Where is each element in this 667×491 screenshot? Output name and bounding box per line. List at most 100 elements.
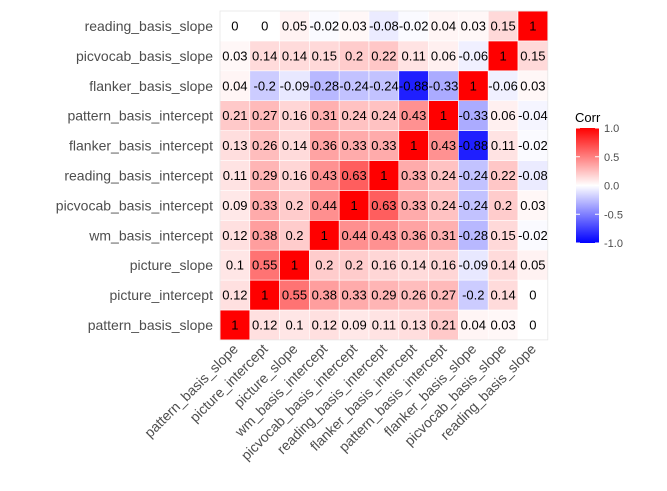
cell-value-label: 0.06	[490, 108, 515, 123]
cell-value-label: -0.88	[399, 78, 429, 93]
cell-value-label: 0.38	[312, 288, 337, 303]
heatmap-cell-flanker_basis_slope-flanker_basis_intercept	[398, 70, 429, 102]
cell-value-label: -0.09	[458, 258, 488, 273]
heatmap-cell-reading_basis_intercept-flanker_basis_intercept	[398, 160, 429, 191]
heatmap-cell-pattern_basis_intercept-wm_basis_intercept	[309, 100, 340, 131]
y-tick-label-picvocab_basis_intercept: picvocab_basis_intercept	[56, 197, 213, 213]
cell-value-label: 0.14	[401, 258, 426, 273]
heatmap-cell-reading_basis_slope-reading_basis_intercept	[368, 10, 400, 42]
heatmap-cell-wm_basis_intercept-picvocab_basis_intercept	[338, 220, 370, 251]
y-tick-label-wm_basis_intercept: wm_basis_intercept	[88, 227, 213, 243]
heatmap-cell-pattern_basis_intercept-pattern_basis_intercept	[428, 100, 459, 131]
color-legend: Corr 1.0 0.5 0.0 -0.5 -1.0	[575, 110, 623, 250]
cell-value-label: 0.11	[372, 317, 396, 332]
cell-value-label: 0.2	[345, 48, 363, 63]
cell-value-label: 0.16	[282, 168, 307, 183]
cell-value-label: 0.33	[341, 138, 366, 153]
heatmap-cell-reading_basis_intercept-picvocab_basis_intercept	[338, 160, 370, 191]
cell-value-label: 0.09	[341, 317, 366, 332]
cell-value-label: 0.33	[252, 198, 277, 213]
heatmap-cell-pattern_basis_slope-picvocab_basis_slope	[487, 309, 519, 341]
heatmap-cell-reading_basis_slope-reading_basis_slope	[517, 10, 549, 42]
cell-value-label: 0.33	[371, 138, 396, 153]
cell-value-label: -0.24	[458, 168, 488, 183]
y-tick-label-flanker_basis_intercept: flanker_basis_intercept	[69, 138, 213, 154]
cell-value-label: 0.55	[282, 288, 307, 303]
y-tick-label-reading_basis_intercept: reading_basis_intercept	[64, 167, 213, 183]
cell-value-label: 0.24	[371, 108, 396, 123]
cell-value-label: 0.36	[312, 138, 337, 153]
cell-value-label: 0.2	[285, 228, 303, 243]
heatmap-cell-flanker_basis_intercept-flanker_basis_slope	[458, 130, 489, 161]
heatmap-cell-picvocab_basis_slope-pattern_basis_intercept	[428, 40, 459, 72]
cell-value-label: 0.12	[252, 317, 277, 332]
cell-value-label: 0.43	[371, 228, 396, 243]
cell-value-label: -0.2	[253, 78, 275, 93]
heatmap-cell-pattern_basis_intercept-reading_basis_slope	[517, 100, 549, 131]
cell-value-label: -0.04	[518, 108, 548, 123]
cell-value-label: -0.02	[518, 228, 548, 243]
cell-value-label: 0.03	[520, 198, 545, 213]
cell-value-label: 0.44	[312, 198, 337, 213]
cell-value-label: 0.21	[431, 317, 456, 332]
heatmap-cell-flanker_basis_slope-pattern_basis_intercept	[428, 70, 459, 102]
heatmap-cell-picvocab_basis_intercept-flanker_basis_slope	[458, 190, 489, 221]
legend-tick-label: -0.5	[604, 209, 623, 221]
heatmap-cell-reading_basis_slope-pattern_basis_intercept	[428, 10, 459, 42]
cell-value-label: 0.21	[222, 108, 247, 123]
heatmap-cell-pattern_basis_intercept-flanker_basis_intercept	[398, 100, 429, 131]
cell-value-label: 0.11	[223, 168, 247, 183]
cell-value-label: 0.38	[252, 228, 277, 243]
heatmap-cell-picvocab_basis_slope-flanker_basis_slope	[458, 40, 489, 72]
heatmap-cell-picvocab_basis_slope-picture_slope	[279, 40, 310, 72]
cell-value-label: 1	[261, 288, 268, 303]
cell-value-label: 0.03	[222, 48, 247, 63]
heatmap-cell-flanker_basis_slope-reading_basis_intercept	[368, 70, 400, 102]
heatmap-cell-pattern_basis_intercept-reading_basis_intercept	[368, 100, 400, 131]
cell-value-label: 0.13	[222, 138, 247, 153]
cell-value-label: -0.02	[399, 18, 429, 33]
heatmap-cell-reading_basis_slope-picvocab_basis_slope	[487, 10, 519, 42]
heatmap-cell-wm_basis_intercept-picture_slope	[279, 220, 310, 251]
heatmap-cell-pattern_basis_slope-pattern_basis_slope	[219, 309, 251, 341]
cell-value-label: 0.29	[252, 168, 277, 183]
cell-value-label: 0.12	[222, 288, 247, 303]
heatmap-cell-reading_basis_intercept-reading_basis_slope	[517, 160, 549, 191]
heatmap-cell-flanker_basis_slope-flanker_basis_slope	[458, 70, 489, 102]
y-axis-tick-labels: pattern_basis_slope picture_intercept pict…	[56, 18, 213, 333]
heatmap-cell-reading_basis_intercept-wm_basis_intercept	[309, 160, 340, 191]
cell-value-label: 0.31	[312, 108, 337, 123]
heatmap-cell-flanker_basis_intercept-pattern_basis_intercept	[428, 130, 459, 161]
heatmap-cell-flanker_basis_intercept-wm_basis_intercept	[309, 130, 340, 161]
cell-value-label: -0.24	[369, 78, 399, 93]
cell-value-label: 0.43	[312, 168, 337, 183]
cell-value-label: 0.11	[402, 48, 426, 63]
cell-value-label: 0.04	[222, 78, 247, 93]
cell-value-label: 0.15	[490, 18, 515, 33]
legend-tick-label: 1.0	[604, 123, 619, 135]
y-tick-label-reading_basis_slope: reading_basis_slope	[85, 18, 214, 34]
cell-value-label: 0	[231, 18, 238, 33]
heatmap-cell-flanker_basis_intercept-reading_basis_slope	[517, 130, 549, 161]
heatmap-cell-pattern_basis_slope-reading_basis_intercept	[368, 309, 400, 341]
heatmap-cell-flanker_basis_slope-picvocab_basis_intercept	[338, 70, 370, 102]
cell-value-label: 0.27	[252, 108, 277, 123]
cell-value-label: 0.06	[431, 48, 456, 63]
heatmap-cell-pattern_basis_slope-pattern_basis_intercept	[428, 309, 459, 341]
heatmap-cell-picture_intercept-pattern_basis_intercept	[428, 279, 459, 311]
heatmap-cell-flanker_basis_slope-picture_slope	[279, 70, 310, 102]
heatmap-cell-picture_slope-flanker_basis_intercept	[398, 249, 429, 281]
cell-value-label: 0.24	[341, 108, 366, 123]
cell-value-label: 0.27	[431, 288, 456, 303]
heatmap-cell-reading_basis_intercept-reading_basis_intercept	[368, 160, 400, 191]
cell-value-label: 0.14	[252, 48, 277, 63]
cell-value-label: 0.43	[431, 138, 456, 153]
heatmap-cell-picture_intercept-pattern_basis_slope	[219, 279, 251, 311]
y-tick-label-picture_intercept: picture_intercept	[109, 287, 213, 303]
heatmap-cell-flanker_basis_intercept-flanker_basis_intercept	[398, 130, 429, 161]
cell-value-label: 1	[291, 258, 298, 273]
cell-value-label: -0.02	[309, 18, 339, 33]
heatmap-cell-picture_slope-picture_slope	[279, 249, 310, 281]
